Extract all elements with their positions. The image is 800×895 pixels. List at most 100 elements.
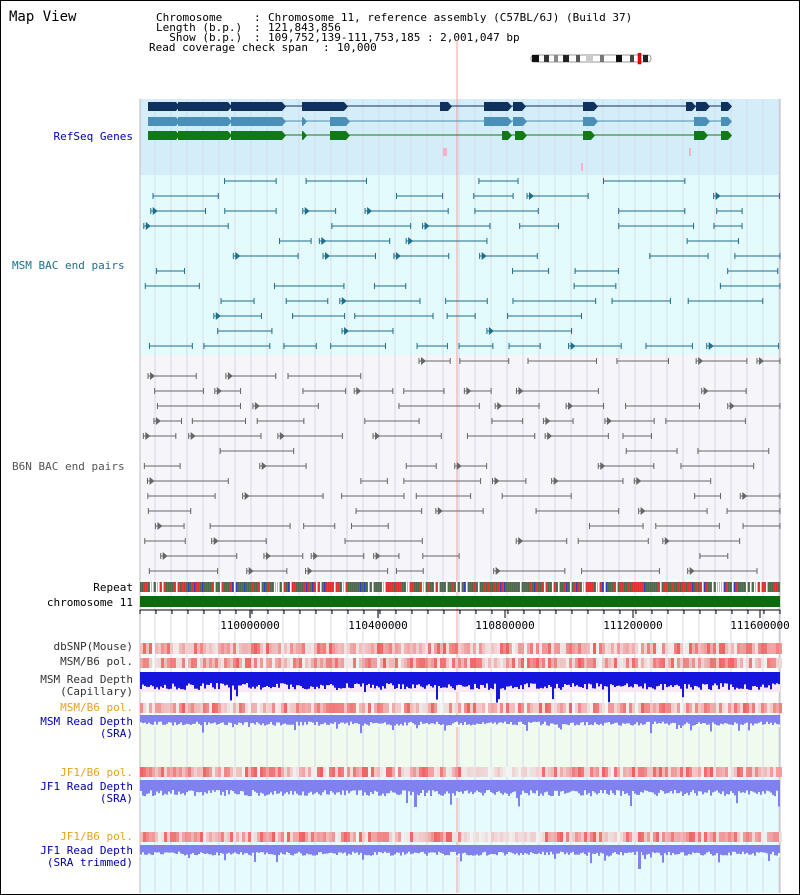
heatmap-cell — [269, 767, 272, 777]
depth-bar — [516, 780, 518, 799]
depth-bar — [300, 780, 302, 796]
heatmap-cell — [608, 703, 611, 713]
depth-bar — [744, 672, 746, 685]
heatmap-cell — [566, 832, 569, 842]
heatmap-cell — [329, 643, 332, 654]
heatmap-cell — [311, 832, 314, 842]
depth-bar — [506, 715, 508, 725]
gene-exon — [231, 102, 282, 111]
depth-bar — [590, 672, 592, 685]
depth-bar — [652, 715, 654, 725]
depth-bar — [296, 715, 298, 722]
heatmap-cell — [527, 703, 530, 713]
depth-bar — [186, 672, 188, 686]
depth-bar — [366, 715, 368, 725]
heatmap-cell — [314, 832, 317, 842]
repeat-cell — [150, 582, 152, 592]
depth-bar — [756, 715, 758, 724]
heatmap-cell — [740, 703, 743, 713]
depth-bar — [434, 845, 436, 853]
depth-bar — [652, 672, 654, 689]
heatmap-cell — [242, 703, 245, 713]
depth-bar — [724, 845, 726, 856]
heatmap-cell — [695, 703, 698, 713]
b6n-bac-pairs[interactable] — [142, 357, 781, 575]
heatmap-cell — [302, 832, 305, 842]
refseq-genes-label[interactable]: RefSeq Genes — [53, 130, 133, 143]
heatmap-cell — [740, 832, 743, 842]
depth-bar — [264, 672, 266, 687]
depth-bar — [362, 780, 364, 796]
depth-bar — [156, 780, 158, 792]
heatmap-cell — [311, 658, 314, 668]
refseq-genes[interactable] — [148, 102, 732, 171]
depth-bar — [710, 672, 712, 690]
heatmap-cell — [224, 767, 227, 777]
heatmap-cell — [422, 703, 425, 713]
depth-bar — [290, 715, 292, 725]
msm-bac-label[interactable]: MSM BAC end pairs — [12, 259, 125, 272]
heatmap-cell — [290, 767, 293, 777]
heatmap-cell — [443, 643, 446, 654]
depth-bar — [208, 780, 210, 791]
depth-bar — [290, 780, 292, 791]
heatmap-cell — [554, 703, 557, 713]
depth-bar — [232, 715, 234, 728]
depth-bar — [304, 672, 306, 689]
heatmap-cell — [158, 832, 161, 842]
depth-bar — [680, 715, 682, 729]
heatmap-cell — [287, 767, 290, 777]
depth-bar — [216, 715, 218, 725]
repeat-cell — [288, 582, 290, 592]
heatmap-cell — [158, 767, 161, 777]
heatmap-cell — [569, 643, 572, 654]
heatmap-cell — [170, 832, 173, 842]
heatmap-cell — [659, 658, 662, 668]
depth-bar — [238, 715, 240, 723]
polymorphism-heatmaps[interactable] — [140, 643, 782, 842]
repeat-track[interactable] — [140, 582, 780, 592]
heatmap-cell — [254, 703, 257, 713]
depth-bar — [564, 780, 566, 794]
heatmap-cell — [500, 643, 503, 654]
depth-bar — [676, 715, 678, 730]
chromosome-ideogram[interactable] — [530, 53, 655, 65]
heatmap-cell — [584, 643, 587, 654]
repeat-cell — [350, 582, 352, 592]
depth-bar — [538, 780, 540, 797]
heatmap-cell — [239, 643, 242, 654]
heatmap-cell — [215, 658, 218, 668]
heatmap-cell — [506, 703, 509, 713]
depth-bar — [352, 845, 354, 852]
repeat-cell — [750, 582, 752, 592]
heatmap-cell — [596, 767, 599, 777]
pair-arrow — [547, 432, 553, 440]
heatmap-cell — [326, 703, 329, 713]
heatmap-cell — [428, 767, 431, 777]
heatmap-cell — [461, 703, 464, 713]
repeat-cell — [470, 582, 472, 592]
heatmap-cell — [494, 703, 497, 713]
heatmap-cell — [632, 832, 635, 842]
heatmap-cell — [197, 658, 200, 668]
depth-bar — [158, 780, 160, 794]
chromosome-band — [140, 596, 780, 607]
depth-bar — [264, 715, 266, 726]
heatmap-cell — [764, 767, 767, 777]
depth-bar — [768, 715, 770, 724]
depth-bar — [154, 672, 156, 690]
repeat-cell — [644, 582, 646, 592]
repeat-cell — [638, 582, 640, 592]
repeat-cell — [366, 582, 368, 592]
b6n-bac-label[interactable]: B6N BAC end pairs — [12, 460, 125, 473]
depth-bar — [192, 780, 194, 791]
depth-bar — [478, 672, 480, 689]
heatmap-cell — [725, 832, 728, 842]
depth-bar — [196, 845, 198, 856]
read-depth-plots[interactable] — [140, 672, 780, 869]
depth-bar — [372, 780, 374, 795]
msm-bac-pairs[interactable] — [143, 178, 781, 350]
depth-bar — [152, 845, 154, 855]
repeat-cell — [296, 582, 298, 592]
